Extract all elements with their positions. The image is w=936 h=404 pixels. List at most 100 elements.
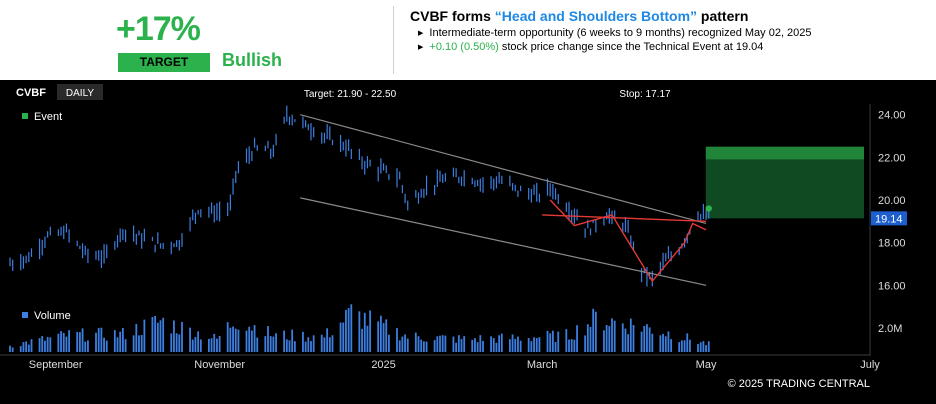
volume-bar [41, 336, 44, 352]
volume-bar [30, 339, 33, 352]
volume-bar [439, 335, 441, 352]
x-tick-label: July [860, 359, 880, 371]
volume-bar [291, 329, 294, 352]
volume-bar [667, 331, 670, 352]
volume-bar [530, 341, 533, 352]
volume-bar [565, 329, 568, 352]
volume-bar [689, 339, 691, 352]
interval-label: DAILY [66, 88, 94, 99]
volume-bar [670, 339, 673, 352]
target-range-band [705, 146, 864, 160]
volume-bar [95, 332, 97, 352]
volume-bar [100, 327, 103, 352]
volume-bar [444, 335, 447, 352]
volume-bar [382, 323, 385, 352]
volume-bar [546, 330, 549, 352]
y-tick-label: 20.00 [878, 195, 906, 207]
volume-bar [49, 337, 52, 352]
volume-bar [398, 340, 401, 352]
volume-bar [302, 331, 304, 352]
volume-bar [27, 344, 30, 352]
price-chart[interactable]: CVBF DAILY Target: 21.90 - 22.50 Stop: 1… [0, 80, 936, 404]
volume-bar [686, 333, 689, 352]
volume-bar [479, 335, 482, 352]
interval-badge[interactable] [57, 84, 103, 100]
volume-bar [358, 311, 361, 352]
volume-bar [517, 336, 519, 352]
volume-bar [245, 330, 248, 352]
volume-bar [9, 345, 11, 352]
volume-bar [683, 340, 686, 352]
volume-bar [490, 336, 492, 352]
volume-bar [659, 335, 662, 352]
y-tick-label: 24.00 [878, 110, 906, 122]
volume-bar [181, 321, 183, 352]
volume-bar [519, 340, 522, 352]
volume-bar [455, 342, 458, 352]
volume-bar [589, 326, 592, 352]
event-marker [705, 205, 712, 212]
volume-bar [648, 327, 651, 352]
volume-bar [256, 337, 259, 352]
volume-bar [116, 337, 119, 352]
axis-labels: 16.00 18.00 20.00 22.00 24.00 2.0M September No… [29, 110, 906, 371]
volume-bar [492, 338, 495, 352]
volume-bar [697, 344, 699, 352]
target-zone [705, 146, 864, 219]
volume-bar [702, 341, 705, 352]
volume-bar [237, 329, 240, 352]
volume-bar [328, 337, 331, 352]
volume-bar [646, 324, 648, 352]
price-change-text: stock price change since the Technical E… [498, 41, 764, 53]
volume-bar [197, 331, 200, 352]
volume-bar [342, 322, 345, 352]
neckline [542, 214, 707, 223]
volume-bar [11, 347, 14, 352]
volume-bar [508, 339, 511, 352]
volume-bar [103, 337, 105, 352]
price-change-line: ▶ +0.10 (0.50%) stock price change since … [418, 41, 763, 53]
channel-upper-line [300, 114, 707, 225]
volume-bar [495, 342, 498, 352]
ticker-label: CVBF [16, 87, 46, 99]
volume-bar [320, 334, 323, 352]
x-tick-label: March [527, 359, 558, 371]
last-price-tag [871, 211, 907, 226]
volume-bar [471, 339, 474, 352]
volume-bar [76, 331, 79, 352]
volume-bar [191, 339, 194, 352]
volume-bar [396, 328, 398, 352]
volume-bar [253, 325, 256, 352]
y-tick-label: 18.00 [878, 238, 906, 250]
volume-bar [84, 341, 87, 352]
volume-bar [143, 319, 146, 352]
volume-bar [304, 341, 307, 352]
volume-bar [680, 340, 683, 352]
volume-bar [326, 328, 329, 352]
volume-bar [213, 333, 216, 352]
volume-bar [511, 334, 514, 352]
event-legend-icon [22, 113, 28, 119]
volume-bar [568, 339, 570, 352]
volume-bar [275, 333, 277, 352]
volume-bar [44, 340, 46, 352]
volume-bar [662, 333, 664, 352]
volume-bar [250, 330, 253, 352]
volume-bar [350, 304, 353, 352]
volume-bar [441, 335, 444, 352]
y-tick-label: 16.00 [878, 280, 906, 292]
x-tick-label: September [29, 359, 83, 371]
opportunity-text: Intermediate-term opportunity (6 weeks t… [429, 27, 812, 39]
volume-bar [140, 335, 143, 352]
volume-bar [331, 335, 334, 352]
volume-bar [175, 333, 178, 352]
volume-bar [366, 325, 369, 352]
volume-bar [404, 334, 406, 352]
volume-bar [498, 335, 501, 352]
volume-bar [608, 326, 611, 352]
volume-bar [699, 342, 702, 352]
price-bars [9, 105, 710, 287]
volume-bar [570, 339, 573, 352]
volume-bar [121, 327, 124, 352]
last-price-label: 19.14 [875, 213, 903, 225]
